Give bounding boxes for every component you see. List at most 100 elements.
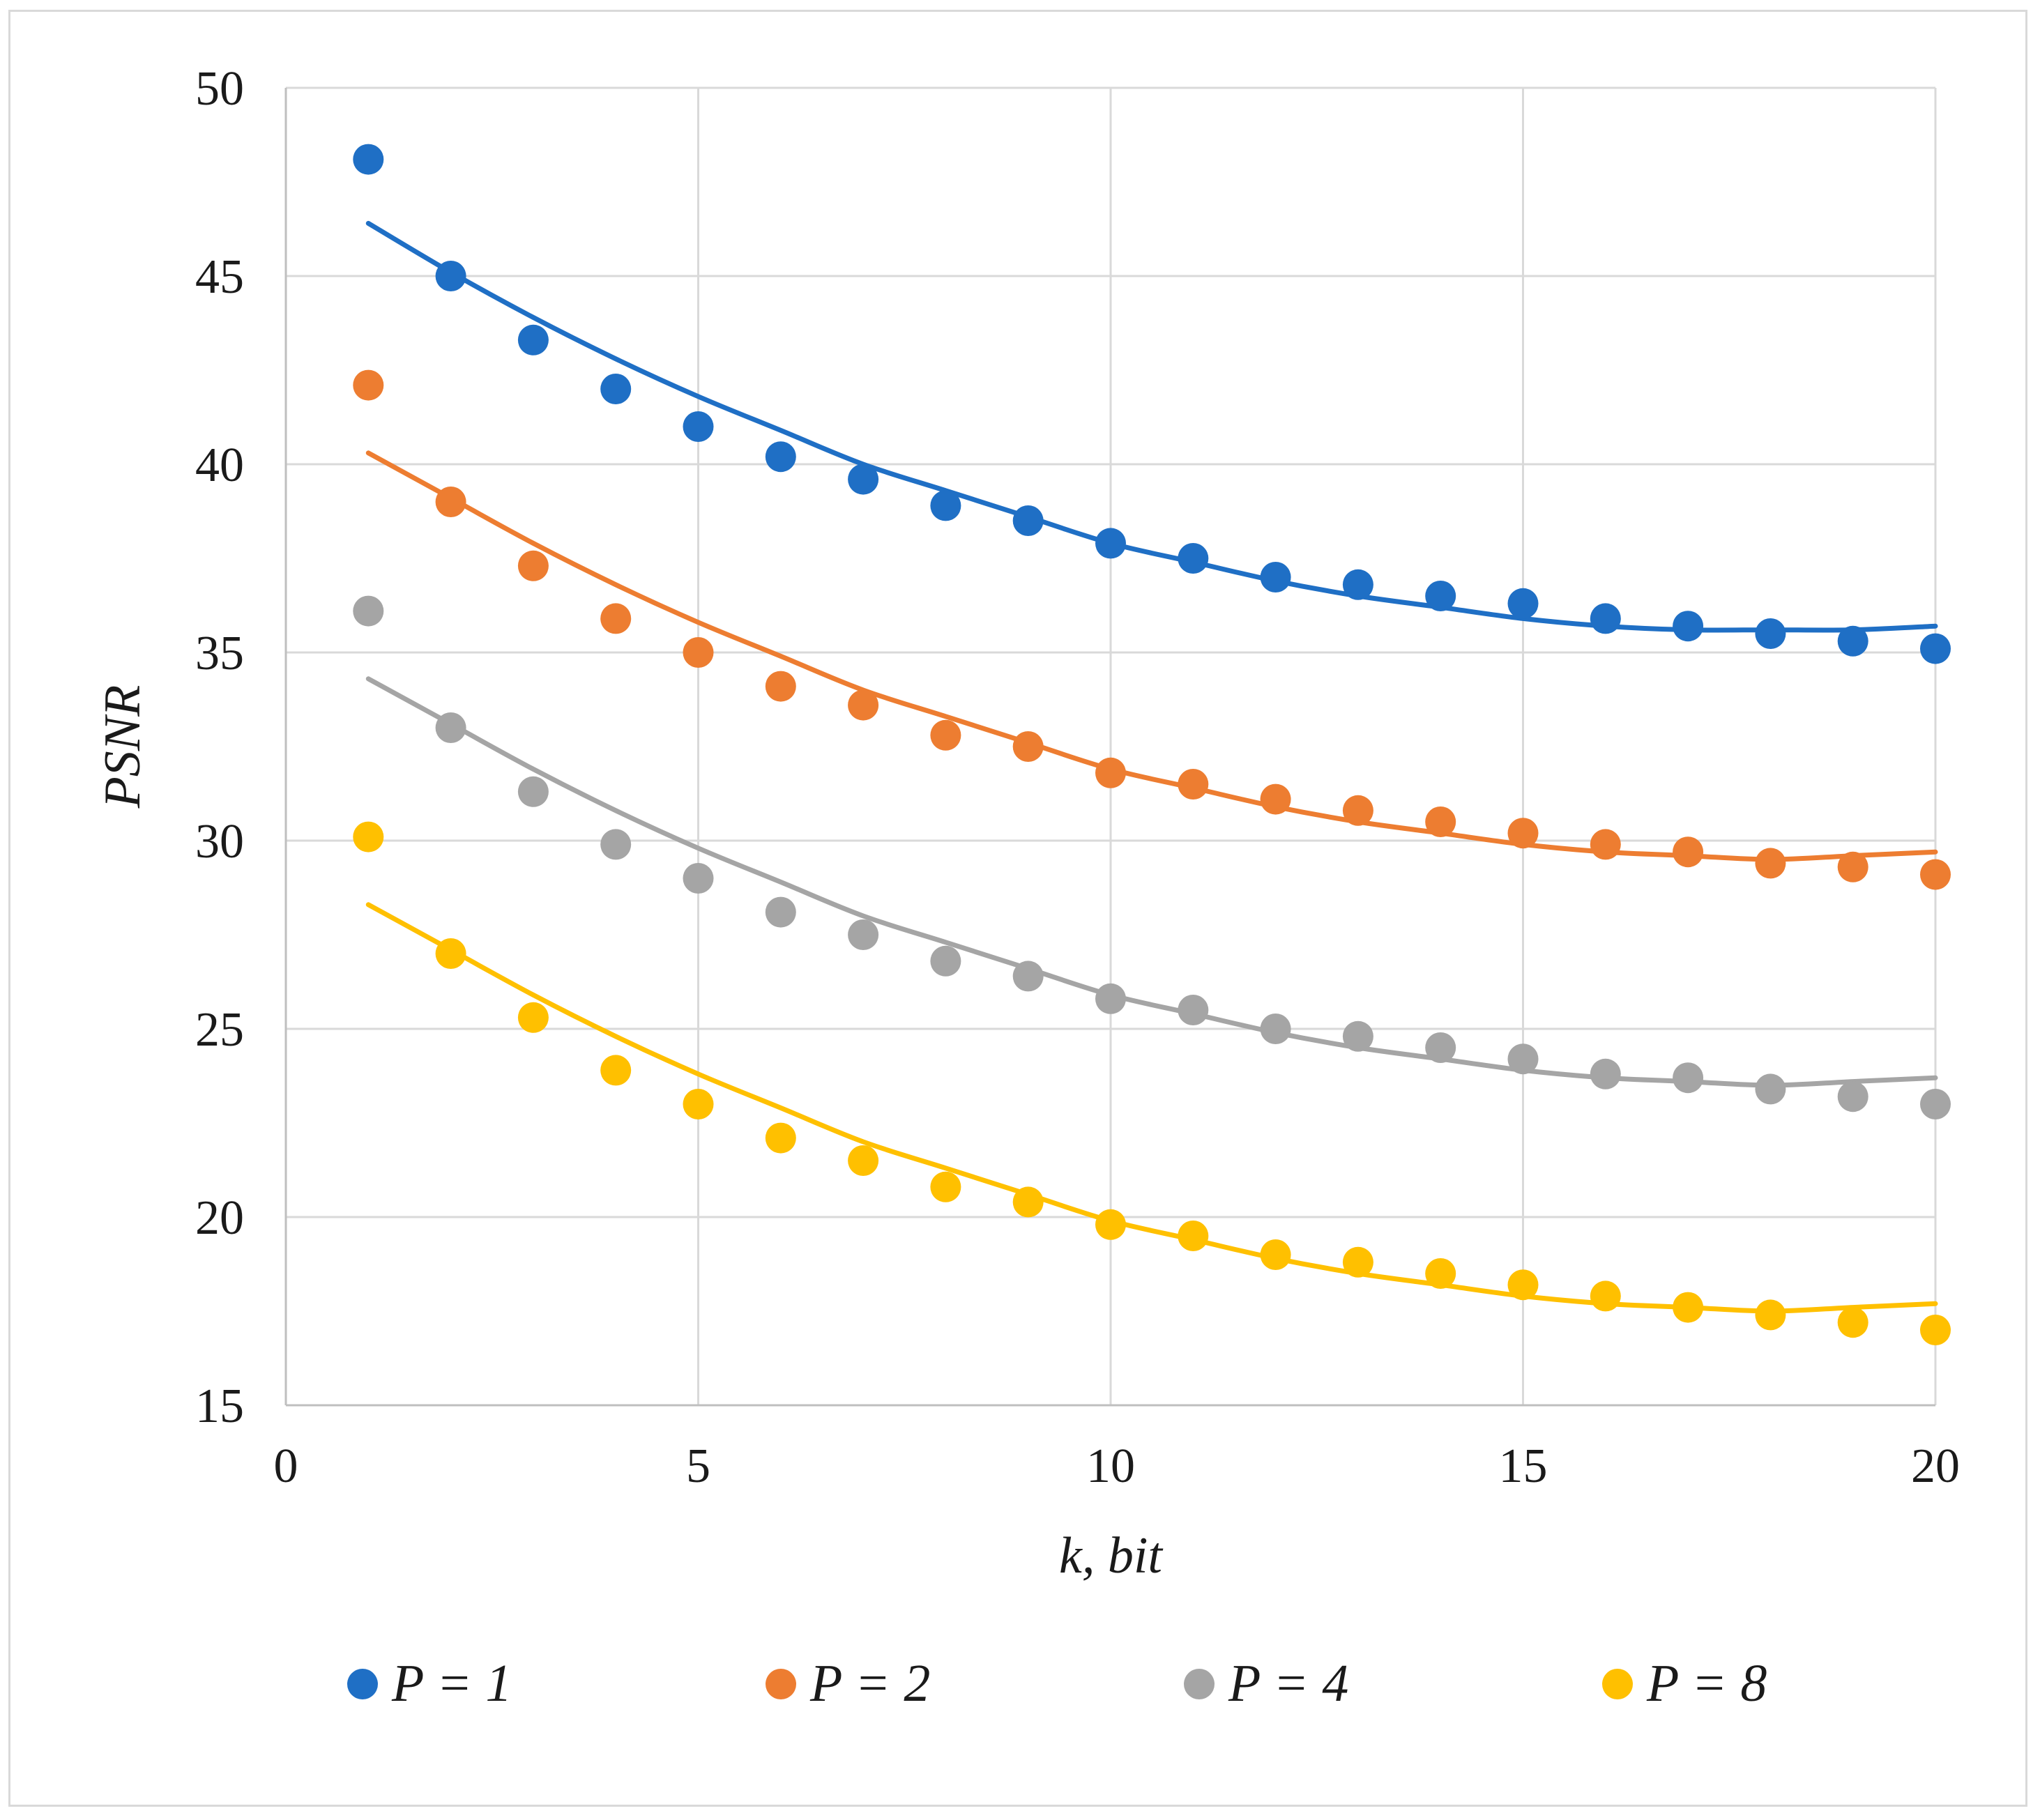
data-point-series-3 bbox=[600, 829, 632, 860]
data-point-series-3 bbox=[765, 896, 796, 928]
data-point-series-1 bbox=[848, 464, 879, 495]
data-point-series-3 bbox=[1673, 1062, 1704, 1094]
trendline-series-2 bbox=[365, 450, 1938, 862]
data-point-series-3 bbox=[1507, 1043, 1539, 1075]
y-tick-label: 45 bbox=[195, 250, 244, 304]
x-tick-label: 5 bbox=[686, 1439, 710, 1493]
legend-marker-series-1 bbox=[347, 1669, 378, 1699]
data-point-layer bbox=[353, 144, 1951, 1345]
data-point-series-3 bbox=[1755, 1073, 1786, 1105]
data-point-series-4 bbox=[1673, 1292, 1704, 1323]
y-tick-label: 50 bbox=[195, 62, 244, 116]
data-point-series-4 bbox=[1012, 1186, 1044, 1218]
data-point-series-3 bbox=[1012, 961, 1044, 992]
x-tick-label: 0 bbox=[274, 1439, 298, 1493]
data-point-series-2 bbox=[1095, 757, 1126, 788]
data-point-series-4 bbox=[1095, 1209, 1126, 1240]
data-point-series-2 bbox=[517, 550, 549, 581]
x-tick-label: 20 bbox=[1911, 1439, 1960, 1493]
data-point-series-3 bbox=[435, 712, 466, 743]
data-point-series-4 bbox=[1507, 1269, 1539, 1301]
data-point-series-4 bbox=[848, 1145, 879, 1176]
data-point-series-2 bbox=[848, 689, 879, 721]
data-point-series-2 bbox=[1920, 859, 1951, 890]
data-point-series-2 bbox=[1755, 848, 1786, 879]
legend: P = 1 P = 2 P = 4 P = 8 bbox=[347, 1654, 1767, 1713]
data-point-series-1 bbox=[517, 324, 549, 355]
legend-label-series-3: P = 4 bbox=[1228, 1654, 1348, 1713]
data-point-series-4 bbox=[1260, 1239, 1291, 1270]
y-tick-label: 25 bbox=[195, 1003, 244, 1057]
legend-marker-series-3 bbox=[1184, 1669, 1215, 1699]
data-point-series-1 bbox=[1012, 505, 1044, 536]
data-point-series-1 bbox=[1260, 562, 1291, 592]
data-point-series-3 bbox=[1425, 1032, 1456, 1063]
chart-frame bbox=[8, 10, 2027, 1807]
data-point-series-4 bbox=[1837, 1307, 1868, 1338]
y-tick-label: 35 bbox=[195, 627, 244, 680]
y-tick-label: 20 bbox=[195, 1191, 244, 1245]
x-tick-label: 15 bbox=[1499, 1439, 1548, 1493]
data-point-series-3 bbox=[353, 595, 384, 627]
data-point-series-3 bbox=[1260, 1014, 1291, 1044]
data-point-series-2 bbox=[1673, 836, 1704, 868]
data-point-series-3 bbox=[517, 776, 549, 807]
data-point-series-3 bbox=[1342, 1020, 1373, 1052]
x-tick-label: 10 bbox=[1086, 1439, 1135, 1493]
data-point-series-2 bbox=[1425, 806, 1456, 837]
data-point-series-2 bbox=[353, 369, 384, 401]
data-point-series-2 bbox=[1507, 818, 1539, 849]
legend-marker-series-4 bbox=[1602, 1669, 1633, 1699]
data-point-series-2 bbox=[435, 487, 466, 517]
trendline-series-1 bbox=[365, 220, 1938, 633]
data-point-series-1 bbox=[1920, 633, 1951, 664]
data-point-series-2 bbox=[1012, 731, 1044, 762]
axis-layer bbox=[284, 88, 1935, 1407]
data-point-series-1 bbox=[1095, 528, 1126, 559]
trendline-series-3 bbox=[365, 676, 1938, 1088]
tick-label-layer: 15 20 25 30 35 40 45 50 0 5 10 15 20 bbox=[195, 62, 1960, 1493]
data-point-series-1 bbox=[1590, 603, 1621, 634]
legend-label-series-1: P = 1 bbox=[391, 1654, 512, 1713]
data-point-series-4 bbox=[1178, 1221, 1209, 1251]
data-point-series-1 bbox=[353, 144, 384, 175]
data-point-series-1 bbox=[683, 411, 714, 442]
data-point-series-1 bbox=[1837, 625, 1868, 657]
data-point-series-2 bbox=[765, 671, 796, 702]
data-point-series-4 bbox=[600, 1055, 632, 1086]
data-point-series-4 bbox=[353, 821, 384, 852]
y-tick-label: 40 bbox=[195, 438, 244, 492]
data-point-series-2 bbox=[930, 719, 961, 751]
data-point-series-4 bbox=[517, 1002, 549, 1033]
data-point-series-4 bbox=[435, 938, 466, 969]
data-point-series-4 bbox=[765, 1122, 796, 1154]
data-point-series-4 bbox=[1755, 1299, 1786, 1331]
trendline-series-4 bbox=[365, 902, 1938, 1314]
data-point-series-1 bbox=[435, 261, 466, 291]
legend-marker-series-2 bbox=[766, 1669, 796, 1699]
data-point-series-4 bbox=[930, 1171, 961, 1202]
legend-label-series-2: P = 2 bbox=[809, 1654, 930, 1713]
data-point-series-3 bbox=[1095, 983, 1126, 1014]
data-point-series-2 bbox=[600, 603, 632, 634]
data-point-series-4 bbox=[1590, 1280, 1621, 1312]
y-axis-title: PSNR bbox=[94, 685, 151, 809]
data-point-series-2 bbox=[1260, 783, 1291, 815]
x-axis-title: k, bit bbox=[1059, 1527, 1164, 1584]
data-point-series-1 bbox=[1755, 618, 1786, 649]
data-point-series-2 bbox=[1178, 769, 1209, 800]
data-point-series-2 bbox=[1837, 851, 1868, 882]
data-point-series-4 bbox=[1425, 1258, 1456, 1289]
data-point-series-1 bbox=[1507, 588, 1539, 619]
data-point-series-3 bbox=[930, 945, 961, 977]
data-point-series-3 bbox=[848, 919, 879, 950]
data-point-series-4 bbox=[1342, 1246, 1373, 1278]
grid-layer bbox=[286, 86, 1937, 1405]
data-point-series-3 bbox=[1178, 995, 1209, 1025]
data-point-series-3 bbox=[1837, 1081, 1868, 1112]
data-point-series-1 bbox=[600, 374, 632, 404]
y-tick-label: 15 bbox=[195, 1379, 244, 1433]
data-point-series-4 bbox=[1920, 1315, 1951, 1345]
data-point-series-1 bbox=[930, 490, 961, 521]
